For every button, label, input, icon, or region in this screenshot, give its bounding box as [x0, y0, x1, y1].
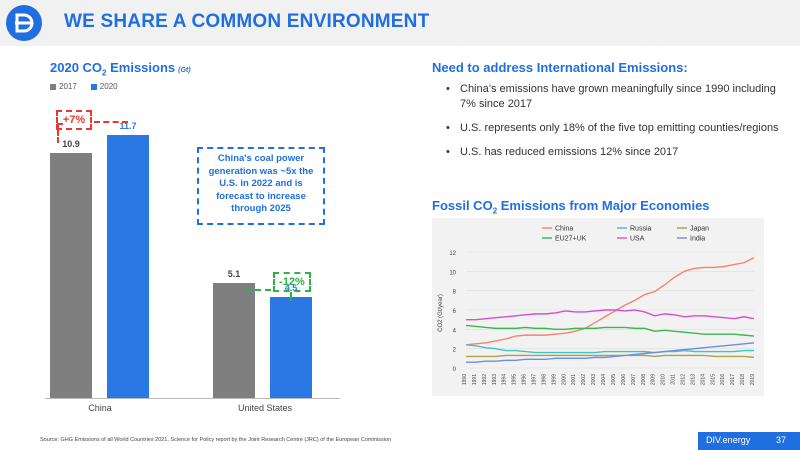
bullet-item: • China’s emissions have grown meaningful… — [446, 83, 776, 110]
x-tick-label: 2000 — [561, 374, 567, 385]
legend-label: Russia — [630, 226, 652, 233]
international-emissions-heading: Need to address International Emissions: — [432, 60, 688, 75]
x-tick-label: 2001 — [571, 374, 577, 385]
bar-2017-united-states — [213, 283, 255, 398]
legend-item-2020: 2020 — [90, 82, 118, 91]
x-tick-label: 2013 — [690, 374, 696, 385]
y-tick-label: 0 — [453, 367, 457, 373]
y-tick-label: 8 — [453, 290, 457, 296]
x-tick-label: 2004 — [601, 374, 607, 385]
x-tick-label: 2006 — [621, 374, 627, 385]
x-axis-line — [45, 398, 340, 399]
legend-label: China — [555, 226, 573, 233]
y-tick-label: 12 — [449, 251, 456, 257]
bar-2020-china — [107, 134, 149, 398]
x-tick-label: 2003 — [591, 374, 597, 385]
legend-swatch-2017 — [50, 83, 56, 90]
series-line-china — [465, 257, 755, 346]
coal-power-callout: China's coal power generation was ~5x th… — [197, 147, 325, 225]
x-tick-label: 2002 — [581, 374, 587, 385]
x-tick-label: 2009 — [651, 374, 657, 385]
series-line-eu27-uk — [465, 324, 755, 337]
company-logo-icon — [6, 5, 42, 41]
x-tick-label: 1991 — [472, 374, 478, 385]
china-change-badge: +7% — [56, 110, 92, 130]
footer-bar — [698, 432, 800, 450]
x-tick-label: 1998 — [541, 374, 547, 385]
us-change-connector — [290, 292, 292, 301]
china-change-connector — [94, 121, 128, 123]
us-change-connector — [245, 289, 271, 291]
x-tick-label: 1996 — [522, 374, 528, 385]
x-tick-label: 2011 — [671, 374, 677, 385]
header-bar — [0, 0, 800, 46]
legend-swatch-2020 — [90, 83, 97, 90]
x-tick-label: 2016 — [720, 374, 726, 385]
bar-chart-title: 2020 CO2 Emissions (Gt) — [50, 60, 191, 78]
brand-label: DIV.energy — [706, 435, 751, 445]
x-tick-label: 1994 — [502, 374, 508, 385]
x-tick-label: 1990 — [462, 374, 468, 385]
legend-item-2017: 2017 — [50, 82, 77, 91]
legend-label: India — [690, 236, 705, 243]
china-change-connector — [57, 123, 59, 143]
slide-title: WE SHARE A COMMON ENVIRONMENT — [64, 11, 430, 32]
x-tick-label: 2012 — [680, 374, 686, 385]
fossil-emissions-title: Fossil CO2 Emissions from Major Economie… — [432, 198, 710, 216]
y-axis-label: CO2 (Gt/year) — [438, 294, 444, 332]
x-tick-label: 2019 — [750, 374, 756, 385]
series-line-india — [466, 342, 755, 363]
us-change-badge: -12% — [273, 272, 311, 292]
bullet-item: • U.S. represents only 18% of the five to… — [446, 122, 779, 134]
x-tick-label: 1993 — [492, 374, 498, 385]
series-line-russia — [465, 344, 754, 354]
x-tick-label: 2005 — [611, 374, 617, 385]
y-tick-label: 10 — [449, 270, 456, 276]
x-tick-label: 2014 — [700, 374, 706, 385]
series-line-usa — [466, 309, 755, 321]
bullet-item: • U.S. has reduced emissions 12% since 20… — [446, 146, 679, 158]
bar-value-label: 11.7 — [119, 120, 137, 131]
series-line-japan — [466, 354, 755, 359]
source-note: Source: GHG Emissions of all World Count… — [40, 437, 392, 443]
x-tick-label: 2015 — [710, 374, 716, 385]
legend-label: Japan — [690, 226, 709, 233]
bar-chart-legend: 2017 2020 — [50, 82, 118, 91]
x-tick-label: 2008 — [641, 374, 647, 385]
y-tick-label: 2 — [453, 348, 457, 354]
x-tick-label: 1995 — [512, 374, 518, 385]
x-tick-label: 2017 — [730, 374, 736, 385]
y-tick-label: 6 — [453, 309, 457, 315]
bar-value-label: 5.1 — [227, 269, 241, 280]
category-label-china: China — [88, 403, 112, 413]
x-tick-label: 1999 — [551, 374, 557, 385]
x-tick-label: 2010 — [661, 374, 667, 385]
bar-value-label: 4.5 — [284, 282, 298, 293]
x-tick-label: 1992 — [482, 374, 488, 385]
bar-2017-china — [50, 152, 92, 398]
fossil-emissions-line-chart: 0 2 4 6 8 10 12 CO2 (Gt/year) 1990 1991 1992 1993 19… — [432, 218, 764, 396]
page-number: 37 — [776, 435, 787, 445]
y-tick-label: 4 — [453, 328, 457, 334]
x-tick-label: 2007 — [631, 374, 637, 385]
legend-label: USA — [630, 236, 645, 243]
china-change-connector — [57, 123, 63, 125]
x-tick-label: 2018 — [740, 374, 746, 385]
line-chart-svg: 0 2 4 6 8 10 12 CO2 (Gt/year) 1990 1991 1992 1993 19… — [438, 226, 756, 386]
category-label-united-states: United States — [237, 403, 293, 413]
emissions-bullet-list: • China’s emissions have grown meaningful… — [444, 82, 789, 169]
x-tick-label: 1997 — [532, 374, 538, 385]
bar-value-label: 10.9 — [62, 138, 80, 149]
bar-2020-united-states — [270, 296, 312, 398]
legend-label: EU27+UK — [555, 236, 587, 243]
